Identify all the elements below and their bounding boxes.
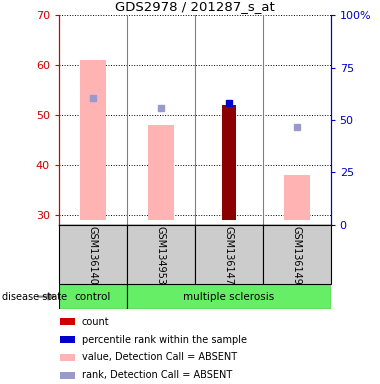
Text: control: control <box>75 291 111 302</box>
Text: GSM136147: GSM136147 <box>224 227 234 285</box>
Text: rank, Detection Call = ABSENT: rank, Detection Call = ABSENT <box>82 370 232 380</box>
Text: disease state: disease state <box>2 291 67 302</box>
Text: count: count <box>82 317 109 327</box>
Text: GSM134953: GSM134953 <box>156 227 166 285</box>
Bar <box>59 225 127 284</box>
Bar <box>284 175 310 220</box>
Text: multiple sclerosis: multiple sclerosis <box>183 291 274 302</box>
Bar <box>60 354 75 361</box>
Bar <box>60 336 75 343</box>
Bar <box>222 105 236 220</box>
Text: percentile rank within the sample: percentile rank within the sample <box>82 334 247 344</box>
Bar <box>80 60 106 220</box>
Bar <box>60 318 75 325</box>
Text: GSM136140: GSM136140 <box>88 227 98 285</box>
Bar <box>148 125 174 220</box>
Text: value, Detection Call = ABSENT: value, Detection Call = ABSENT <box>82 353 237 362</box>
Bar <box>127 225 195 284</box>
Text: GSM136149: GSM136149 <box>291 227 302 285</box>
Bar <box>60 372 75 379</box>
Bar <box>127 284 331 309</box>
Bar <box>59 284 127 309</box>
Bar <box>263 225 331 284</box>
Bar <box>195 225 263 284</box>
Title: GDS2978 / 201287_s_at: GDS2978 / 201287_s_at <box>115 0 275 13</box>
